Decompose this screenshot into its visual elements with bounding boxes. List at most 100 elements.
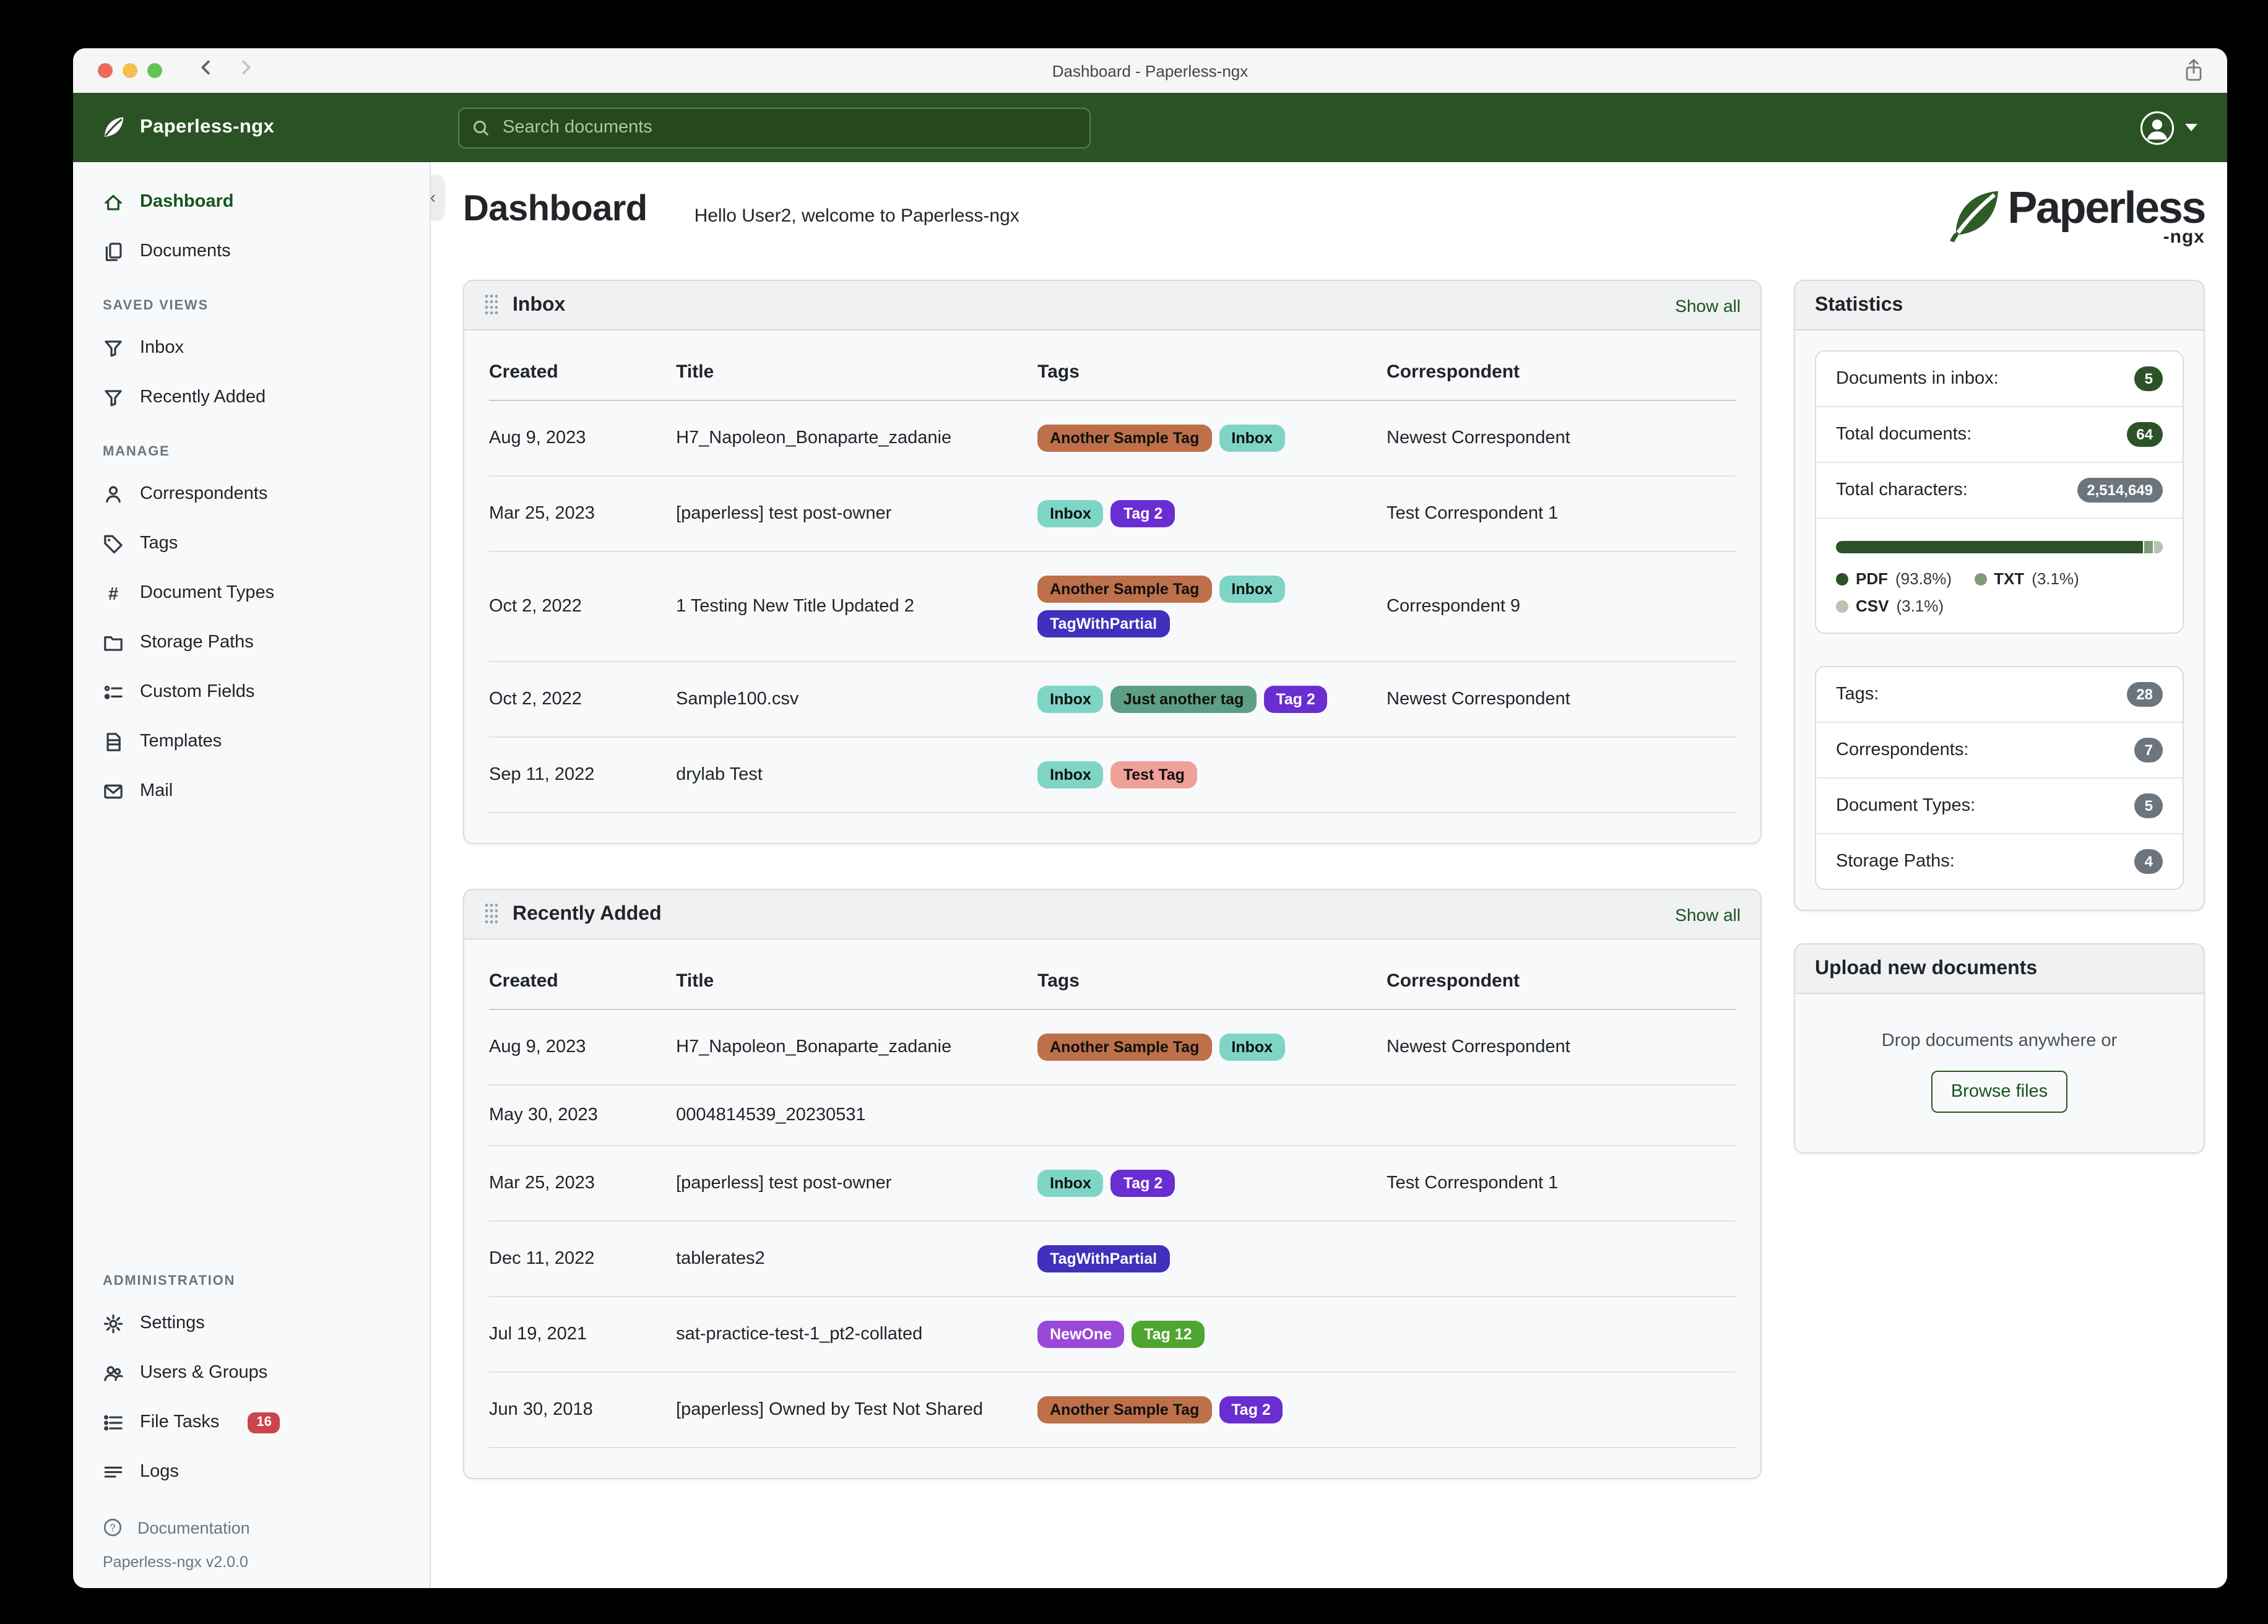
stat-label: Storage Paths: xyxy=(1836,852,1955,872)
svg-text:#: # xyxy=(108,584,118,603)
tag-pill[interactable]: Another Sample Tag xyxy=(1037,576,1212,603)
sidebar-section-heading: ADMINISTRATION xyxy=(103,1274,236,1289)
table-row[interactable]: Mar 25, 2023 [paperless] test post-owner I… xyxy=(489,476,1736,553)
tag-pill[interactable]: Another Sample Tag xyxy=(1037,1034,1212,1061)
table-row[interactable]: Oct 2, 2022 1 Testing New Title Updated 2… xyxy=(489,551,1736,663)
documents-table: Created Title Tags Correspondent Aug 9, 2023… xyxy=(489,330,1736,814)
tag-pill[interactable]: Inbox xyxy=(1037,761,1104,789)
cell-created: Jun 30, 2018 xyxy=(489,1372,677,1449)
question-circle-icon: ? xyxy=(103,1518,123,1537)
sidebar-item-settings[interactable]: Settings xyxy=(73,1298,430,1348)
table-row[interactable]: Mar 25, 2023 [paperless] test post-owner I… xyxy=(489,1146,1736,1222)
documents-icon xyxy=(103,241,124,262)
drag-handle-icon[interactable] xyxy=(484,293,498,317)
zoom-window-button[interactable] xyxy=(147,63,162,78)
tag-pill[interactable]: TagWithPartial xyxy=(1037,610,1170,638)
sidebar-item-logs[interactable]: Logs xyxy=(73,1447,430,1497)
browse-files-button[interactable]: Browse files xyxy=(1931,1071,2068,1113)
sidebar-item-recently-added[interactable]: Recently Added xyxy=(73,373,430,422)
sidebar-item-templates[interactable]: Templates xyxy=(73,717,430,766)
cell-created: May 30, 2023 xyxy=(489,1085,677,1147)
cell-correspondent xyxy=(1387,1297,1736,1373)
cell-tags: Inbox Just another tag Tag 2 xyxy=(1037,662,1387,738)
tag-pill[interactable]: NewOne xyxy=(1037,1321,1125,1349)
legend-dot-icon xyxy=(1836,600,1848,613)
tag-pill[interactable]: Another Sample Tag xyxy=(1037,425,1212,452)
tag-pill[interactable]: Inbox xyxy=(1219,1034,1286,1061)
titlebar: Dashboard - Paperless-ngx xyxy=(73,48,2227,93)
sidebar-item-users-groups[interactable]: Users & Groups xyxy=(73,1348,430,1397)
table-row[interactable]: Dec 11, 2022 tablerates2 TagWithPartial xyxy=(489,1221,1736,1298)
sidebar-item-tags[interactable]: Tags xyxy=(73,519,430,568)
file-type-bar xyxy=(1836,541,2163,554)
back-arrow-icon[interactable] xyxy=(197,58,215,83)
sidebar-item-correspondents[interactable]: Correspondents xyxy=(73,469,430,519)
sidebar-item-inbox[interactable]: Inbox xyxy=(73,323,430,373)
tag-pill[interactable]: Tag 2 xyxy=(1110,1170,1175,1198)
sidebar-item-documents[interactable]: Documents xyxy=(73,227,430,276)
tag-pill[interactable]: Inbox xyxy=(1037,1170,1104,1198)
statistics-card: Statistics Documents in inbox: 5 Total doc… xyxy=(1794,280,2205,912)
search-input[interactable] xyxy=(500,116,1077,139)
sidebar-item-custom-fields[interactable]: Custom Fields xyxy=(73,667,430,717)
sidebar-item-file-tasks[interactable]: File Tasks 16 xyxy=(73,1397,430,1447)
tag-pill[interactable]: Tag 2 xyxy=(1110,500,1175,528)
table-row[interactable]: Aug 9, 2023 H7_Napoleon_Bonaparte_zadanie… xyxy=(489,1009,1736,1086)
stat-row: Total characters: 2,514,649 xyxy=(1816,463,2183,519)
search-box[interactable] xyxy=(458,107,1091,148)
statistics-title: Statistics xyxy=(1815,294,1903,316)
upload-header: Upload new documents xyxy=(1795,944,2204,995)
tag-pill[interactable]: Inbox xyxy=(1219,425,1286,452)
tag-pill[interactable]: TagWithPartial xyxy=(1037,1245,1170,1273)
cell-correspondent xyxy=(1387,1221,1736,1298)
person-icon xyxy=(103,483,124,504)
tag-pill[interactable]: Inbox xyxy=(1037,500,1104,528)
tag-pill[interactable]: Test Tag xyxy=(1110,761,1197,789)
user-menu[interactable] xyxy=(2139,110,2197,145)
tag-pill[interactable]: Another Sample Tag xyxy=(1037,1396,1212,1424)
tag-pill[interactable]: Tag 2 xyxy=(1263,686,1328,714)
brand[interactable]: Paperless-ngx xyxy=(73,114,431,141)
table-row[interactable]: Oct 2, 2022 Sample100.csv Inbox Just anothe… xyxy=(489,662,1736,738)
sidebar-item-dashboard[interactable]: Dashboard xyxy=(73,177,430,227)
sidebar-section: ADMINISTRATION Settings Users & Groups File… xyxy=(73,1251,430,1497)
tag-pill[interactable]: Tag 12 xyxy=(1132,1321,1205,1349)
column-header-created: Created xyxy=(489,939,677,1011)
tag-pill[interactable]: Just another tag xyxy=(1110,686,1257,714)
table-row[interactable]: Aug 9, 2023 H7_Napoleon_Bonaparte_zadanie… xyxy=(489,400,1736,477)
sidebar-item-label: Custom Fields xyxy=(140,682,255,702)
upload-card: Upload new documents Drop documents anyw… xyxy=(1794,943,2205,1154)
show-all-link[interactable]: Show all xyxy=(1675,904,1741,925)
drag-handle-icon[interactable] xyxy=(484,902,498,926)
sidebar-collapse-button[interactable]: « xyxy=(431,175,444,219)
logo-word: Paperless xyxy=(2007,182,2206,233)
stats-count-list: Documents in inbox: 5 Total documents: 64 To… xyxy=(1815,350,2184,634)
sidebar-item-document-types[interactable]: # Document Types xyxy=(73,568,430,618)
stat-row: Correspondents: 7 xyxy=(1816,723,2183,779)
table-row[interactable]: Jun 30, 2018 [paperless] Owned by Test No… xyxy=(489,1372,1736,1449)
tag-pill[interactable]: Tag 2 xyxy=(1219,1396,1283,1424)
share-icon[interactable] xyxy=(2183,58,2205,83)
cell-correspondent: Test Correspondent 1 xyxy=(1387,1146,1736,1222)
sidebar-item-storage-paths[interactable]: Storage Paths xyxy=(73,618,430,667)
tag-pill[interactable]: Inbox xyxy=(1037,686,1104,714)
stat-value-badge: 4 xyxy=(2134,849,2163,875)
cell-title: drylab Test xyxy=(676,737,1038,814)
sidebar-item-mail[interactable]: Mail xyxy=(73,766,430,816)
table-row[interactable]: Jul 19, 2021 sat-practice-test-1_pt2-coll… xyxy=(489,1297,1736,1373)
minimize-window-button[interactable] xyxy=(123,63,137,78)
widget-recently-added: Recently Added Show all Created Title Tags Co… xyxy=(463,889,1762,1480)
stat-label: Correspondents: xyxy=(1836,740,1969,761)
sidebar-item-documentation[interactable]: ? Documentation xyxy=(73,1506,430,1548)
table-row[interactable]: Sep 11, 2022 drylab Test Inbox Test Tag xyxy=(489,737,1736,814)
table-row[interactable]: May 30, 2023 0004814539_20230531 xyxy=(489,1085,1736,1147)
tag-pill[interactable]: Inbox xyxy=(1219,576,1286,603)
forward-arrow-icon[interactable] xyxy=(236,58,255,83)
close-window-button[interactable] xyxy=(98,63,113,78)
widget-title: Inbox xyxy=(513,294,566,316)
cell-tags: Another Sample Tag Inbox xyxy=(1037,400,1387,477)
show-all-link[interactable]: Show all xyxy=(1675,295,1741,316)
upload-dropzone[interactable]: Drop documents anywhere or Browse files xyxy=(1795,994,2204,1152)
cell-tags xyxy=(1037,1085,1387,1147)
cell-correspondent xyxy=(1387,1372,1736,1449)
